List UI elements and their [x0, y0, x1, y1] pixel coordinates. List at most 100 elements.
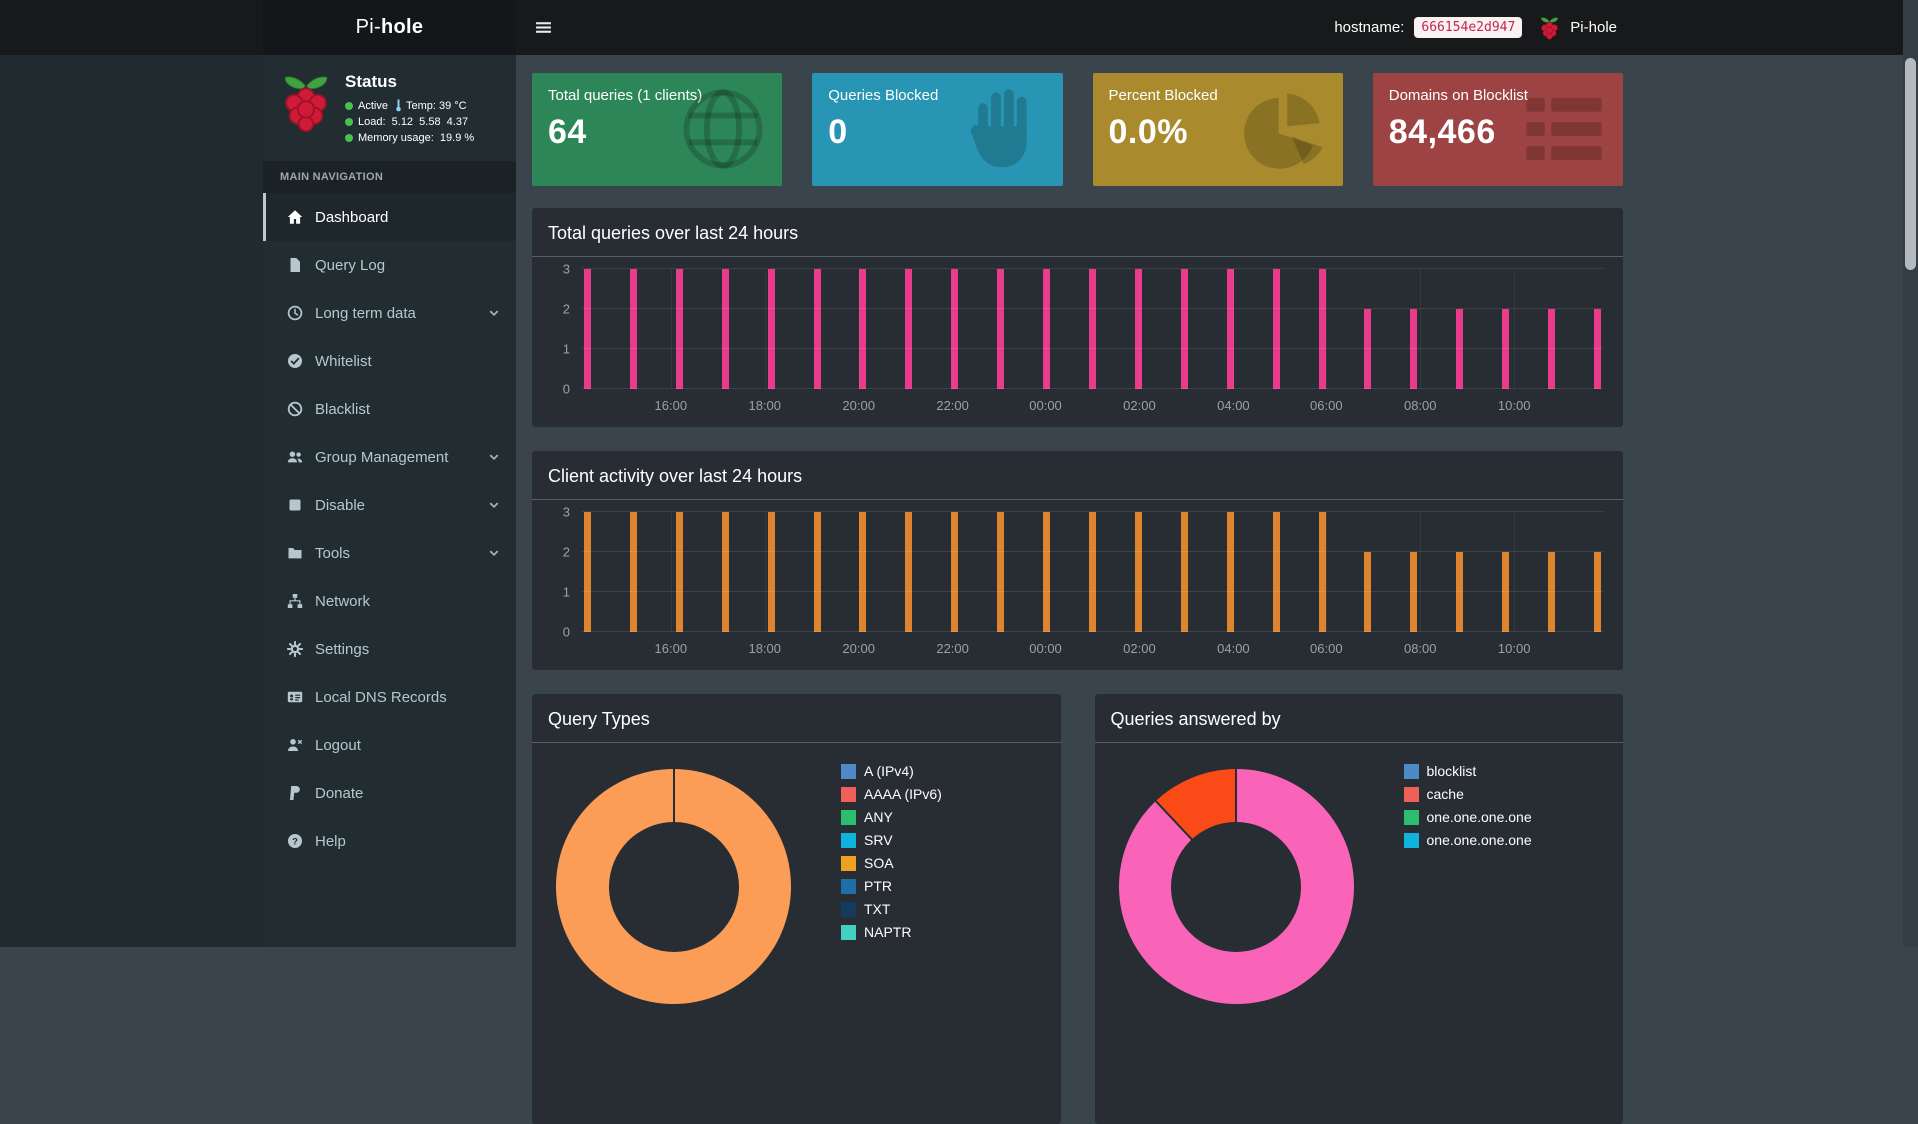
sidebar-item-group-management[interactable]: Group Management: [263, 433, 516, 481]
chart-bar[interactable]: [905, 269, 913, 389]
chart-bar[interactable]: [1548, 309, 1556, 389]
x-axis-label: 20:00: [842, 398, 875, 413]
legend-item-cache[interactable]: cache: [1403, 786, 1532, 802]
query-types-donut-chart[interactable]: [556, 769, 791, 1004]
sidebar-item-logout[interactable]: Logout: [263, 721, 516, 769]
sidebar-toggle-button[interactable]: [516, 0, 570, 55]
chart-bar[interactable]: [767, 269, 775, 389]
chart-bar[interactable]: [1226, 269, 1234, 389]
chart-bar[interactable]: [1318, 512, 1326, 632]
answered-by-donut-chart[interactable]: [1118, 769, 1354, 1004]
chart-bar[interactable]: [905, 512, 913, 632]
panel-title: Query Types: [532, 694, 1061, 743]
sidebar-item-local-dns-records[interactable]: Local DNS Records: [263, 673, 516, 721]
x-axis-label: 08:00: [1403, 641, 1437, 656]
chart-bar[interactable]: [1410, 309, 1418, 389]
chart-bar[interactable]: [721, 512, 729, 632]
chart-bar[interactable]: [1593, 552, 1601, 632]
sidebar-item-help[interactable]: ? Help: [263, 817, 516, 865]
x-axis-label: 06:00: [1310, 641, 1343, 656]
chart-bar[interactable]: [1318, 269, 1326, 389]
legend-swatch: [1403, 832, 1419, 848]
sidebar-item-long-term-data[interactable]: Long term data: [263, 289, 516, 337]
sidebar-item-blacklist[interactable]: Blacklist: [263, 385, 516, 433]
chart-bar[interactable]: [1134, 269, 1142, 389]
chart-bar[interactable]: [1134, 512, 1142, 632]
chart-bar[interactable]: [859, 512, 867, 632]
sidebar-item-dashboard[interactable]: Dashboard: [263, 193, 516, 241]
user-menu[interactable]: Pi-hole: [1532, 0, 1623, 55]
legend-item-blocklist[interactable]: blocklist: [1403, 763, 1532, 779]
chart-bar[interactable]: [1088, 512, 1096, 632]
chart-bar[interactable]: [1593, 309, 1601, 389]
legend-item-naptr[interactable]: NAPTR: [841, 924, 942, 940]
chart-bar[interactable]: [1456, 309, 1464, 389]
sidebar-item-disable[interactable]: Disable: [263, 481, 516, 529]
chart-bar[interactable]: [1548, 552, 1556, 632]
sidebar-item-settings[interactable]: Settings: [263, 625, 516, 673]
app-logo[interactable]: Pi-hole: [263, 0, 516, 55]
home-icon: [283, 209, 307, 225]
top-navbar: Pi-hole hostname: 666154e2d947 Pi-hole: [0, 0, 1918, 55]
legend-swatch: [1403, 786, 1419, 802]
chart-bar[interactable]: [767, 512, 775, 632]
legend-item-soa[interactable]: SOA: [841, 855, 942, 871]
status-panel: Status Active Temp: 39 °C Load: 5.12 5.5…: [263, 55, 516, 161]
sidebar-item-tools[interactable]: Tools: [263, 529, 516, 577]
chart-bar[interactable]: [1364, 552, 1372, 632]
sidebar-item-whitelist[interactable]: Whitelist: [263, 337, 516, 385]
x-axis-label: 00:00: [1029, 398, 1062, 413]
legend-item-one-one-one-one[interactable]: one.one.one.one: [1403, 809, 1532, 825]
chart-bar[interactable]: [584, 512, 591, 632]
legend-item-txt[interactable]: TXT: [841, 901, 942, 917]
sidebar-item-query-log[interactable]: Query Log: [263, 241, 516, 289]
legend-swatch: [841, 763, 856, 779]
chart-bar[interactable]: [997, 269, 1005, 389]
chart-bar[interactable]: [675, 512, 683, 632]
chart-bar[interactable]: [813, 512, 821, 632]
card-value: 84,466: [1388, 113, 1496, 151]
chart-bar[interactable]: [1226, 512, 1234, 632]
legend-item-srv[interactable]: SRV: [841, 832, 942, 848]
legend-item-ptr[interactable]: PTR: [841, 878, 942, 894]
x-axis-label: 18:00: [748, 398, 782, 413]
vertical-scrollbar[interactable]: [1903, 0, 1918, 947]
chart-bar[interactable]: [721, 269, 729, 389]
legend-item-any[interactable]: ANY: [841, 809, 942, 825]
legend-item-a-ipv4[interactable]: A (IPv4): [841, 763, 942, 779]
chart-bar[interactable]: [813, 269, 821, 389]
sidebar-item-network[interactable]: Network: [263, 577, 516, 625]
legend-label: A (IPv4): [864, 763, 914, 779]
left-gutter: [0, 55, 263, 947]
legend-item-one-one-one-one[interactable]: one.one.one.one: [1403, 832, 1532, 848]
chart-bar[interactable]: [1272, 512, 1280, 632]
chart-bar[interactable]: [1502, 309, 1510, 389]
legend-label: NAPTR: [864, 924, 912, 940]
chart-bar[interactable]: [1410, 552, 1418, 632]
chart-bar[interactable]: [1088, 269, 1096, 389]
sidebar-item-donate[interactable]: Donate: [263, 769, 516, 817]
chart-bar[interactable]: [951, 269, 959, 389]
chart-bar[interactable]: [1456, 552, 1464, 632]
chart-bar[interactable]: [859, 269, 867, 389]
chart-bar[interactable]: [1180, 269, 1188, 389]
chart-bar[interactable]: [629, 269, 637, 389]
chart-bar[interactable]: [584, 269, 591, 389]
chart-bar[interactable]: [1043, 512, 1051, 632]
chart-bar[interactable]: [1043, 269, 1051, 389]
chart-bar[interactable]: [675, 269, 683, 389]
legend-label: SOA: [864, 855, 894, 871]
chart-bar[interactable]: [1272, 269, 1280, 389]
scrollbar-thumb[interactable]: [1905, 58, 1916, 270]
chart-bar[interactable]: [1364, 309, 1372, 389]
legend-item-aaaa-ipv6[interactable]: AAAA (IPv6): [841, 786, 942, 802]
paypal-icon: [283, 785, 307, 801]
chart-bar[interactable]: [997, 512, 1005, 632]
main-content: Total queries (1 clients) 64 Queries Block…: [516, 55, 1918, 1124]
card-value: 0.0%: [1108, 113, 1188, 151]
question-circle-icon: ?: [283, 833, 307, 849]
chart-bar[interactable]: [629, 512, 637, 632]
chart-bar[interactable]: [951, 512, 959, 632]
chart-bar[interactable]: [1180, 512, 1188, 632]
chart-bar[interactable]: [1502, 552, 1510, 632]
